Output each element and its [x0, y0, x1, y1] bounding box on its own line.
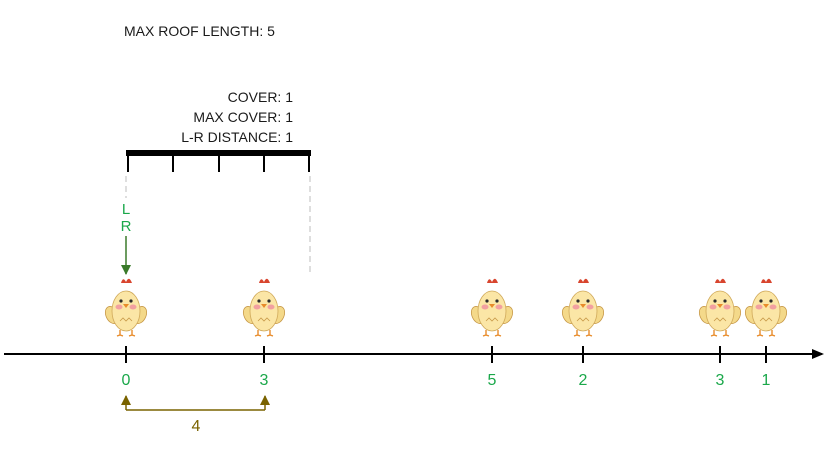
lr-distance-label: L-R DISTANCE: 1 — [181, 129, 293, 145]
chicken-icon — [468, 278, 516, 337]
chicken-icon — [696, 278, 744, 337]
cover-label: COVER: 1 — [228, 89, 294, 105]
chickens-layer: 0 3 5 2 3 1 — [102, 278, 790, 389]
chicken-icon — [240, 278, 288, 337]
chicken-position-label: 1 — [762, 372, 771, 389]
span-arrow — [121, 395, 270, 411]
right-pointer-label: R — [121, 218, 132, 235]
span-distance-label: 4 — [192, 418, 201, 435]
chicken-icon — [742, 278, 790, 337]
chicken-position-label: 2 — [579, 372, 588, 389]
chicken-icon — [102, 278, 150, 337]
chicken-position-label: 0 — [122, 372, 131, 389]
left-pointer-label: L — [122, 201, 130, 218]
max-cover-label: MAX COVER: 1 — [193, 109, 293, 125]
chicken-position-label: 5 — [488, 372, 497, 389]
roof-ruler — [126, 150, 311, 172]
chicken-icon — [559, 278, 607, 337]
max-roof-length-label: MAX ROOF LENGTH: 5 — [124, 23, 275, 39]
chicken-position-label: 3 — [716, 372, 725, 389]
chicken-position-label: 3 — [260, 372, 269, 389]
